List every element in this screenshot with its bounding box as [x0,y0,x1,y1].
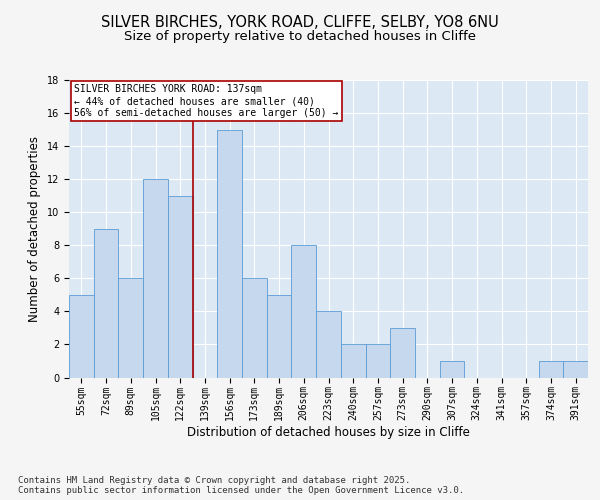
Bar [341,344,365,378]
Bar [94,229,118,378]
Y-axis label: Number of detached properties: Number of detached properties [28,136,41,322]
X-axis label: Distribution of detached houses by size in Cliffe: Distribution of detached houses by size … [187,426,470,439]
Bar [539,361,563,378]
Bar [217,130,242,378]
Bar [143,179,168,378]
Bar [316,312,341,378]
Text: SILVER BIRCHES YORK ROAD: 137sqm
← 44% of detached houses are smaller (40)
56% o: SILVER BIRCHES YORK ROAD: 137sqm ← 44% o… [74,84,338,117]
Text: Size of property relative to detached houses in Cliffe: Size of property relative to detached ho… [124,30,476,43]
Bar [168,196,193,378]
Bar [365,344,390,378]
Bar [242,278,267,378]
Text: Contains HM Land Registry data © Crown copyright and database right 2025.
Contai: Contains HM Land Registry data © Crown c… [18,476,464,495]
Bar [390,328,415,378]
Bar [563,361,588,378]
Bar [118,278,143,378]
Text: SILVER BIRCHES, YORK ROAD, CLIFFE, SELBY, YO8 6NU: SILVER BIRCHES, YORK ROAD, CLIFFE, SELBY… [101,15,499,30]
Bar [267,295,292,378]
Bar [292,246,316,378]
Bar [69,295,94,378]
Bar [440,361,464,378]
